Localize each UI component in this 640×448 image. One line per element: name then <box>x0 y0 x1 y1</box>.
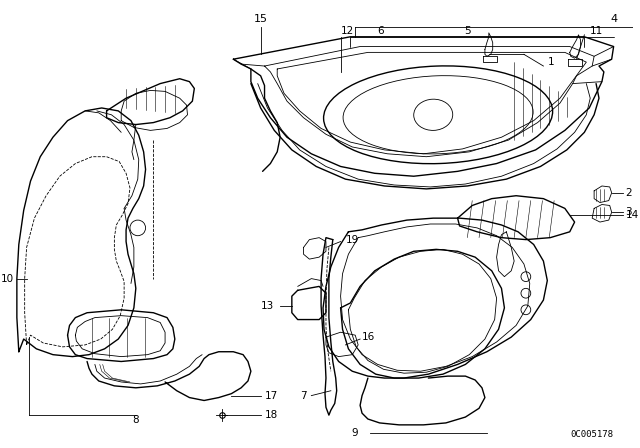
Text: 2: 2 <box>625 188 632 198</box>
Text: 4: 4 <box>610 14 617 24</box>
Text: 6: 6 <box>378 26 384 36</box>
Text: 12: 12 <box>340 26 354 36</box>
Text: 15: 15 <box>253 14 268 24</box>
Text: 11: 11 <box>590 26 604 36</box>
Text: 14: 14 <box>625 210 639 220</box>
Text: 17: 17 <box>264 391 278 401</box>
Text: 10: 10 <box>1 274 14 284</box>
Text: 19: 19 <box>346 235 358 245</box>
Text: 1: 1 <box>547 57 554 67</box>
Text: 18: 18 <box>264 410 278 420</box>
Text: 0C005178: 0C005178 <box>571 430 614 439</box>
Text: 7: 7 <box>300 391 307 401</box>
Text: 13: 13 <box>261 301 275 311</box>
Text: 16: 16 <box>362 332 375 342</box>
Text: 9: 9 <box>351 428 358 438</box>
Text: 8: 8 <box>132 415 139 425</box>
Text: 3: 3 <box>625 207 632 217</box>
Text: 5: 5 <box>464 26 470 36</box>
